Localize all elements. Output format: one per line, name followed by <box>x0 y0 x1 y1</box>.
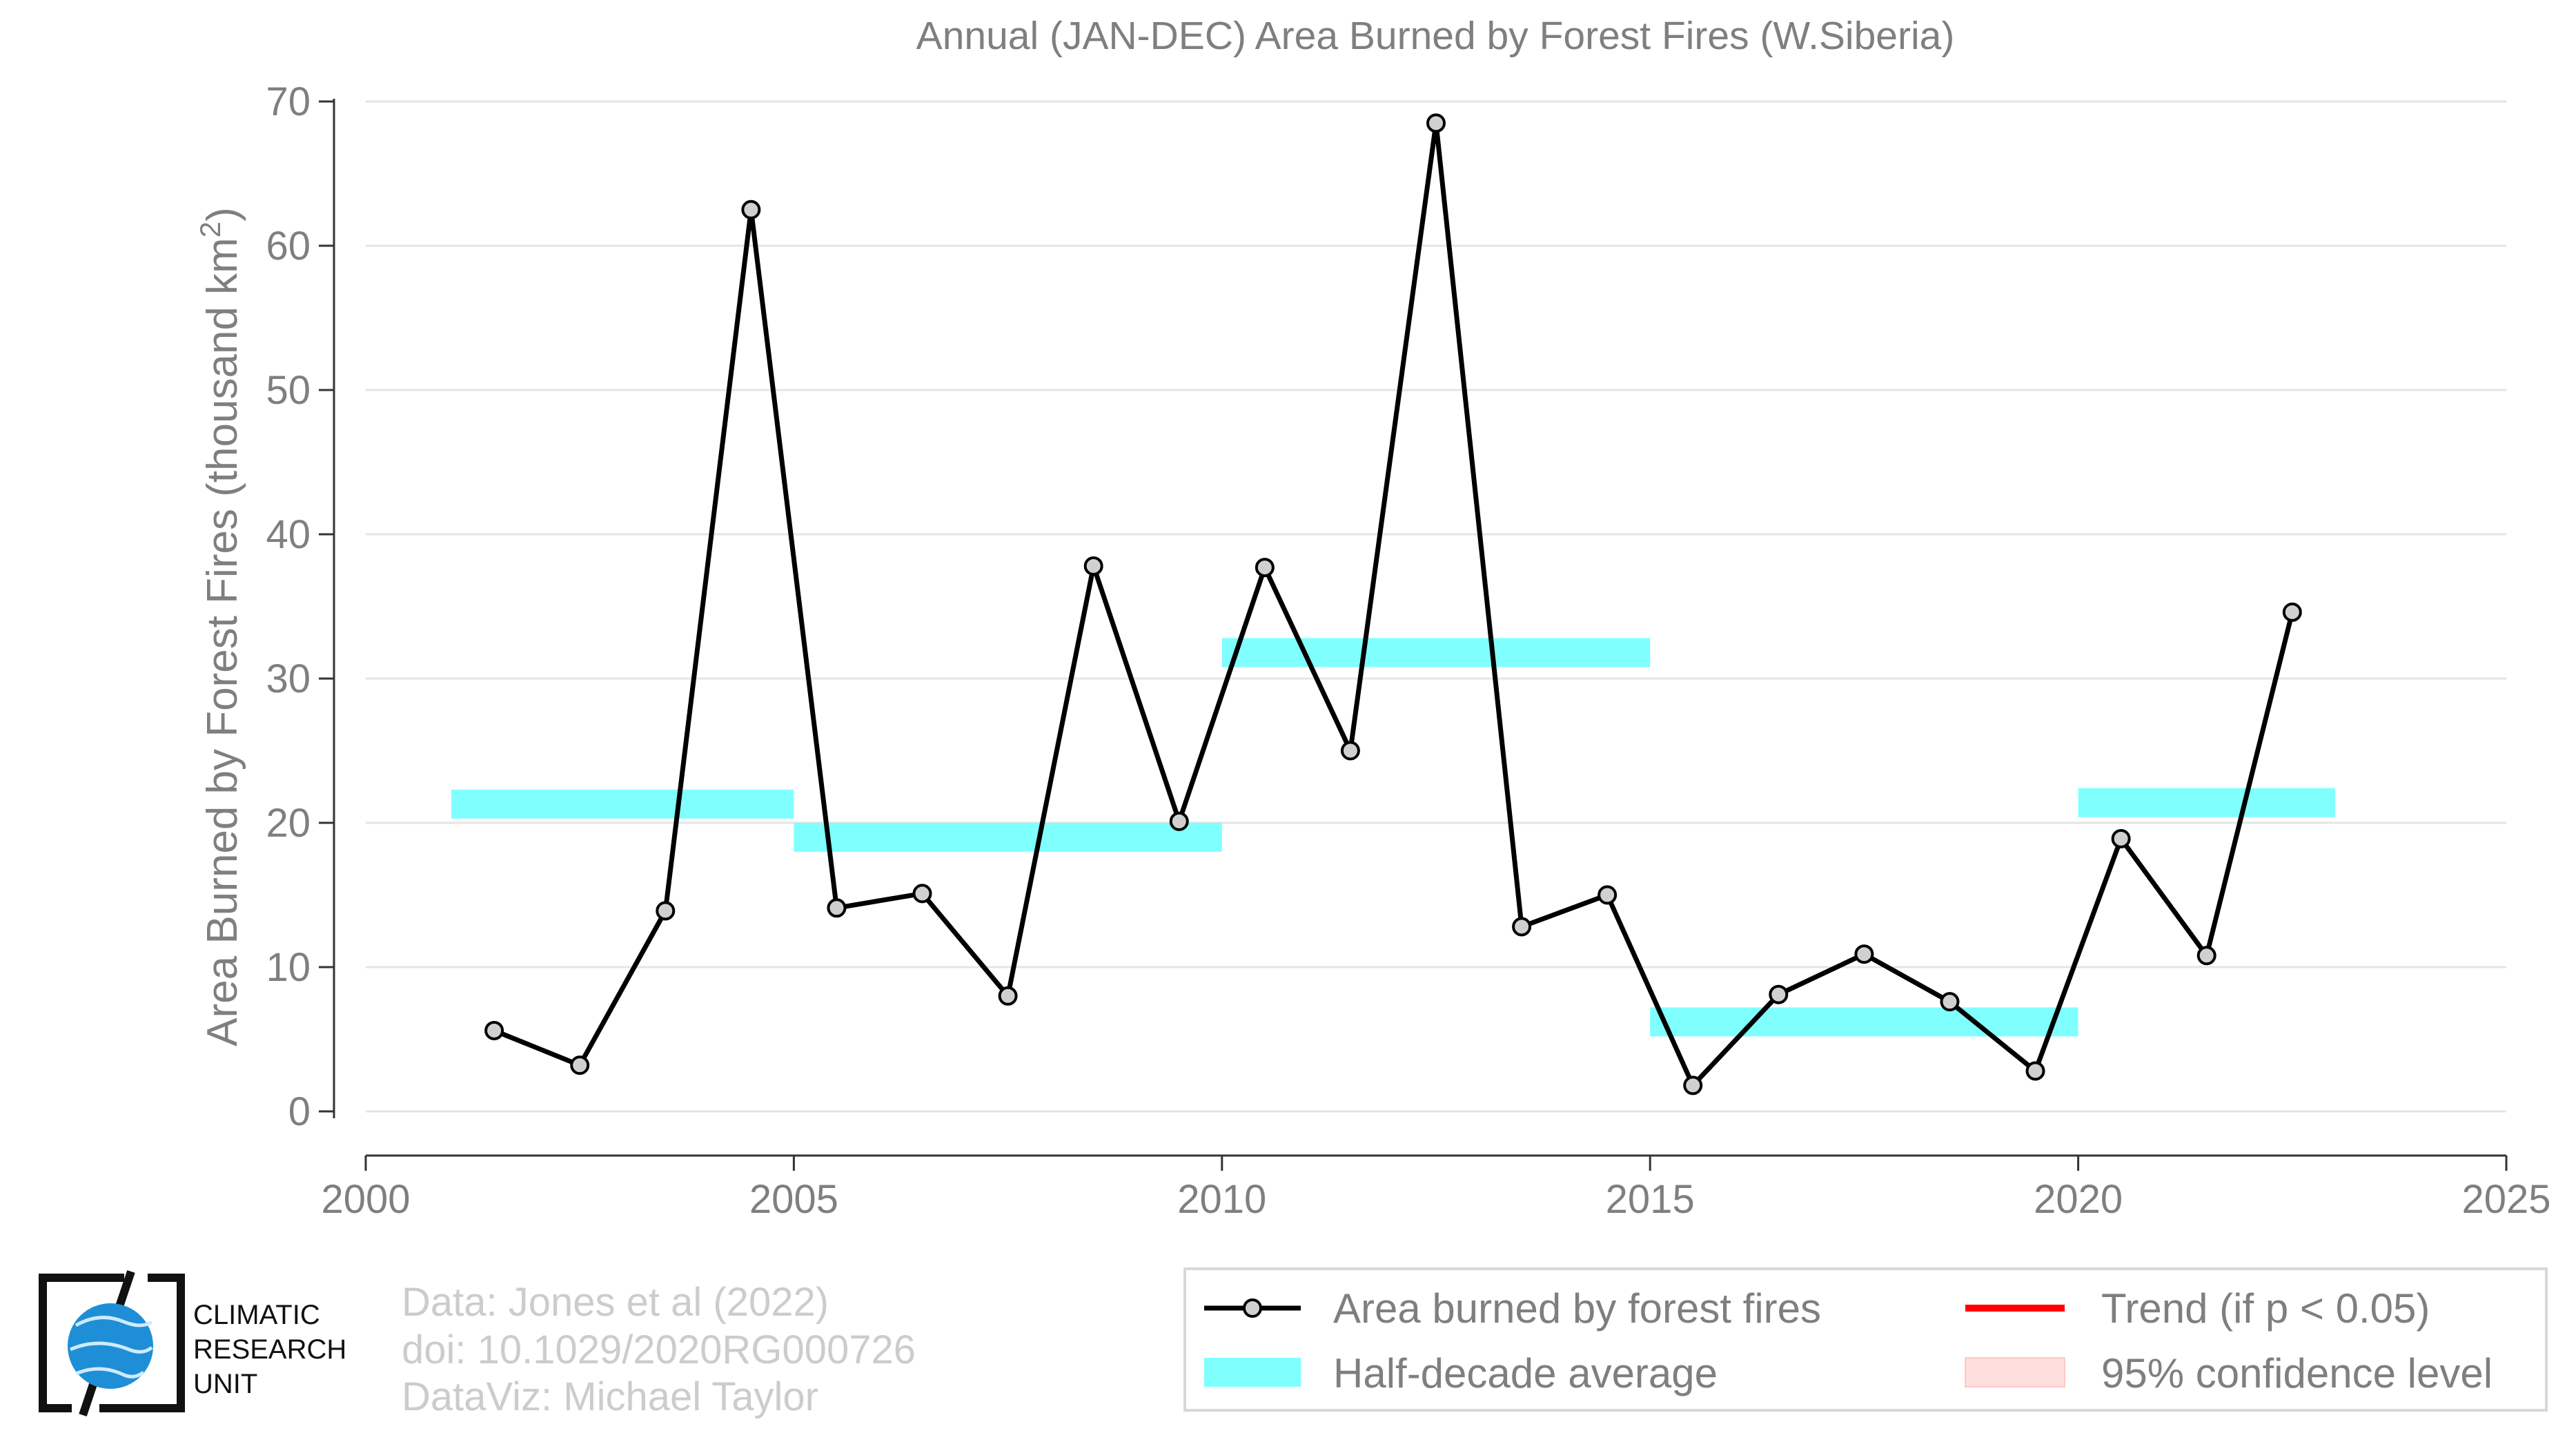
data-point <box>741 199 761 220</box>
credits: Data: Jones et al (2022) doi: 10.1029/20… <box>402 1280 916 1419</box>
x-tick-label: 2020 <box>2034 1177 2123 1222</box>
y-tick-label: 50 <box>266 368 311 413</box>
half-decade-band <box>2078 788 2335 817</box>
data-point <box>570 1055 590 1075</box>
data-point <box>1255 558 1275 578</box>
y-tick-label: 10 <box>266 945 311 990</box>
globe-contour-icon <box>69 1316 153 1379</box>
chart-title: Annual (JAN-DEC) Area Burned by Forest F… <box>916 14 1955 58</box>
cru-logo: CLIMATIC RESEARCH UNIT <box>39 1270 346 1416</box>
half-decade-band <box>1650 1007 2078 1037</box>
x-tick-label: 2000 <box>321 1177 410 1222</box>
data-point <box>912 884 932 904</box>
credit-dataviz: DataViz: Michael Taylor <box>402 1374 818 1419</box>
legend-swatch-confidence <box>1965 1357 2065 1387</box>
gridlines <box>366 100 2506 1113</box>
series-line <box>493 120 2295 1088</box>
data-point <box>1597 885 1618 905</box>
data-point <box>484 1020 504 1040</box>
data-point <box>998 986 1018 1006</box>
data-point <box>1083 556 1103 576</box>
data-point <box>1340 741 1360 761</box>
y-tick-label: 60 <box>266 224 311 269</box>
legend-label-trend: Trend (if p < 0.05) <box>2101 1285 2430 1332</box>
logo-bracket-icon <box>39 1274 124 1412</box>
half-decade-band <box>451 789 794 819</box>
data-point <box>2282 602 2302 622</box>
logo-text-climatic: CLIMATIC <box>193 1300 320 1330</box>
y-tick-label: 20 <box>266 801 311 846</box>
data-point <box>1854 944 1874 964</box>
y-tick-label: 40 <box>266 512 311 557</box>
data-point <box>1169 811 1189 831</box>
half-decade-band <box>794 822 1222 852</box>
legend-swatch-half-decade <box>1204 1358 1301 1387</box>
half-decade-band <box>1221 638 1651 668</box>
legend-box <box>1183 1267 2548 1412</box>
data-point <box>2111 828 2131 848</box>
data-point <box>827 898 847 918</box>
half-decade-bands <box>451 638 2335 1037</box>
y-tick-label: 30 <box>266 656 311 701</box>
data-point <box>1940 992 1960 1012</box>
data-point <box>1769 984 1789 1004</box>
credit-data: Data: Jones et al (2022) <box>402 1280 829 1325</box>
data-point <box>2196 946 2216 966</box>
legend-label-confidence: 95% confidence level <box>2101 1350 2493 1396</box>
x-tick-label: 2010 <box>1177 1177 1266 1222</box>
legend-label-half-decade: Half-decade average <box>1333 1350 1718 1396</box>
legend-swatch-series-marker <box>1243 1298 1262 1318</box>
x-tick-label: 2025 <box>2461 1177 2550 1222</box>
y-axis-label: Area Burned by Forest Fires (thousand km… <box>194 207 246 1046</box>
legend-label-series: Area burned by forest fires <box>1333 1285 1821 1332</box>
data-point <box>1683 1075 1703 1095</box>
y-tick-label: 0 <box>288 1089 311 1134</box>
logo-bracket-icon <box>99 1274 185 1412</box>
data-point <box>1512 917 1532 937</box>
credit-doi: doi: 10.1029/2020RG000726 <box>402 1327 916 1372</box>
logo-text-research: RESEARCH <box>193 1334 346 1365</box>
x-tick-label: 2015 <box>1606 1177 1695 1222</box>
data-point <box>656 901 676 921</box>
data-point <box>2025 1061 2045 1081</box>
legend: Area burned by forest fires Trend (if p … <box>1183 1267 2548 1412</box>
y-axis-ticks: 0 10 20 30 40 50 60 70 <box>266 79 334 1134</box>
data-point <box>1426 113 1446 133</box>
x-axis-ticks: 2000 2005 2010 2015 2020 2025 <box>321 1156 2551 1222</box>
x-tick-label: 2005 <box>749 1177 838 1222</box>
logo-text-unit: UNIT <box>193 1369 257 1399</box>
y-tick-label: 70 <box>266 79 311 124</box>
data-points <box>484 113 2302 1095</box>
